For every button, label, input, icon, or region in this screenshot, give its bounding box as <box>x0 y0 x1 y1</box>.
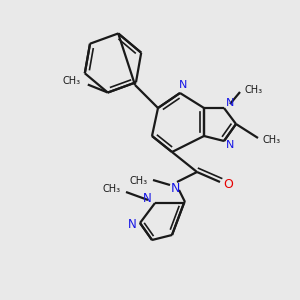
Text: N: N <box>170 182 180 196</box>
Text: CH₃: CH₃ <box>245 85 263 95</box>
Text: N: N <box>226 140 234 150</box>
Text: N: N <box>142 191 152 205</box>
Text: CH₃: CH₃ <box>263 135 281 145</box>
Text: CH₃: CH₃ <box>63 76 81 85</box>
Text: CH₃: CH₃ <box>130 176 148 186</box>
Text: N: N <box>179 80 187 90</box>
Text: CH₃: CH₃ <box>103 184 121 194</box>
Text: N: N <box>128 218 136 232</box>
Text: N: N <box>226 98 234 108</box>
Text: O: O <box>223 178 233 190</box>
